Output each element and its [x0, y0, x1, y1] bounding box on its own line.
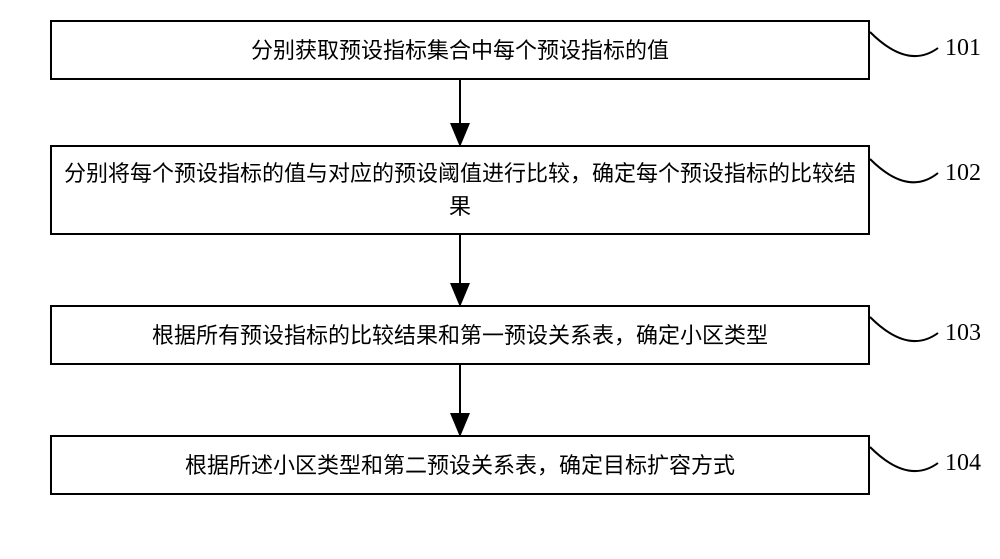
step-box-1: 分别获取预设指标集合中每个预设指标的值 [50, 20, 870, 80]
step-text-4: 根据所述小区类型和第二预设关系表，确定目标扩容方式 [185, 449, 735, 482]
step-label-2: 102 [945, 160, 981, 187]
step-box-2: 分别将每个预设指标的值与对应的预设阈值进行比较，确定每个预设指标的比较结果 [50, 145, 870, 235]
flowchart-canvas: 分别获取预设指标集合中每个预设指标的值 分别将每个预设指标的值与对应的预设阈值进… [0, 0, 1000, 559]
label-connector-curve [870, 159, 938, 182]
step-text-3: 根据所有预设指标的比较结果和第一预设关系表，确定小区类型 [152, 319, 768, 352]
curve-group [870, 32, 938, 471]
step-text-1: 分别获取预设指标集合中每个预设指标的值 [251, 34, 669, 67]
step-box-3: 根据所有预设指标的比较结果和第一预设关系表，确定小区类型 [50, 305, 870, 365]
label-connector-curve [870, 317, 938, 341]
step-label-4: 104 [945, 450, 981, 477]
step-label-1: 101 [945, 35, 981, 62]
label-connector-curve [870, 32, 938, 56]
step-box-4: 根据所述小区类型和第二预设关系表，确定目标扩容方式 [50, 435, 870, 495]
step-label-3: 103 [945, 320, 981, 347]
label-connector-curve [870, 447, 938, 471]
step-text-2: 分别将每个预设指标的值与对应的预设阈值进行比较，确定每个预设指标的比较结果 [64, 157, 856, 223]
